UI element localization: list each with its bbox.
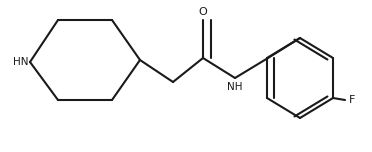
Text: F: F (349, 95, 355, 105)
Text: NH: NH (227, 82, 243, 92)
Text: O: O (199, 7, 207, 17)
Text: HN: HN (13, 57, 28, 67)
